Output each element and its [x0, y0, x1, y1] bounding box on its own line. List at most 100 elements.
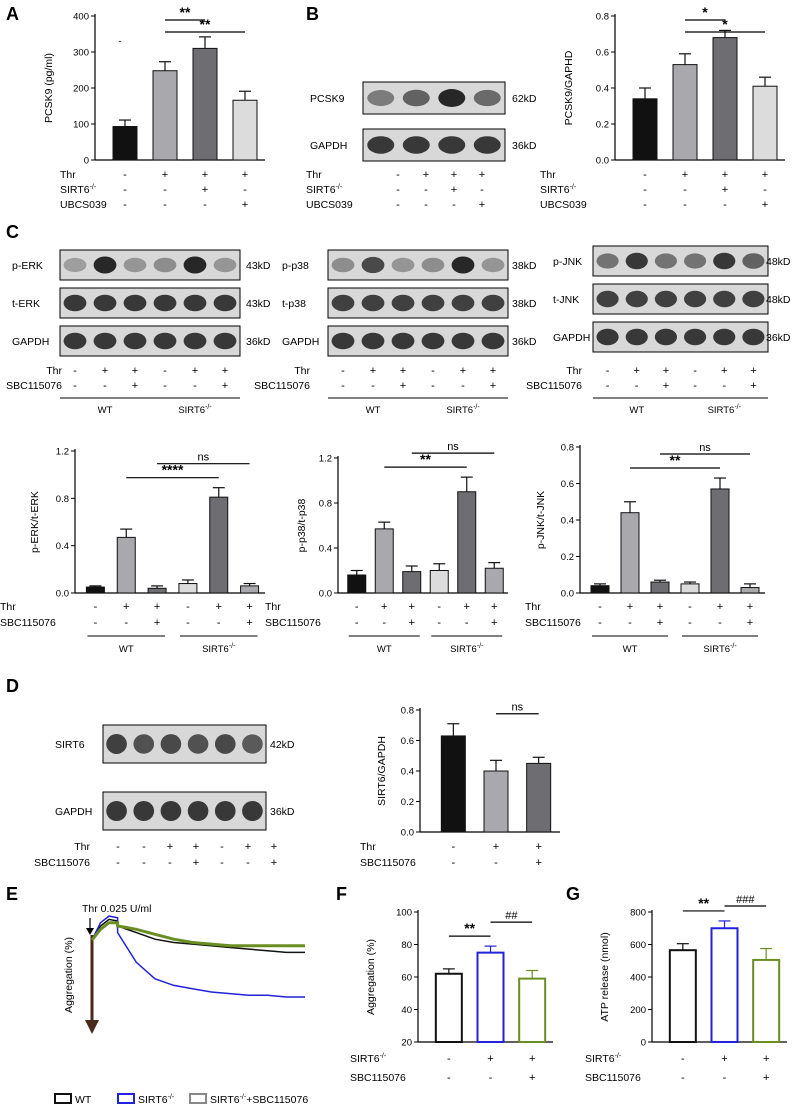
group-label: SIRT6-/-	[708, 404, 742, 416]
blot-strip	[592, 283, 769, 315]
condition-sign: -	[220, 841, 224, 853]
y-tick-label: 1.2	[56, 447, 69, 458]
blot-size-label: 42kD	[270, 739, 295, 751]
condition-sign: -	[722, 380, 726, 392]
condition-label: Thr	[566, 365, 582, 377]
condition-sign: +	[370, 365, 376, 377]
y-tick-label: 0.0	[319, 589, 332, 600]
y-tick-label: 0.4	[596, 84, 609, 95]
blot-row-label: GAPDH	[310, 140, 347, 152]
blot-band	[133, 734, 155, 754]
condition-sign: -	[451, 857, 455, 869]
blot-band	[361, 256, 385, 274]
blot-band	[361, 294, 385, 312]
blot-band	[213, 294, 237, 312]
blot-band	[187, 734, 209, 754]
bar	[434, 972, 463, 1043]
condition-sign: +	[663, 380, 669, 392]
blot-band	[684, 290, 707, 308]
bar	[668, 949, 697, 1043]
bar	[672, 64, 698, 161]
bar	[484, 567, 504, 594]
bar	[240, 585, 260, 594]
condition-sign: -	[598, 617, 602, 629]
blot-band	[713, 328, 736, 346]
condition-sign: -	[683, 199, 687, 211]
condition-sign: +	[627, 601, 633, 613]
blot-band	[93, 332, 117, 350]
condition-sign: -	[123, 169, 127, 181]
condition-sign: -	[424, 199, 428, 211]
condition-sign: +	[167, 841, 173, 853]
sig-label: ns	[447, 441, 459, 453]
legend-swatch	[117, 1093, 135, 1104]
chart-d: 0.0 0.2 0.4 0.6 0.8 SIRT6/GAPDH ns Thr - + + SBC115…	[360, 702, 560, 869]
blot-size-label: 36kD	[512, 336, 537, 348]
bar	[710, 488, 730, 594]
condition-sign: -	[142, 841, 146, 853]
chart-g: 0 200 400 600 800 ATP release (nmol) ** ### SIRT…	[585, 894, 787, 1084]
blot-band	[183, 294, 207, 312]
blot-row-label: t-JNK	[553, 294, 579, 306]
condition-sign: -	[123, 199, 127, 211]
condition-label: Thr	[360, 841, 376, 853]
blot-band	[654, 253, 678, 269]
western-blot-d: SIRT6 42kD GAPDH 36kD	[55, 724, 295, 831]
condition-sign: -	[480, 184, 484, 196]
condition-label: UBCS039	[306, 199, 353, 211]
blot-band	[213, 257, 237, 273]
bar	[590, 585, 610, 594]
group-label: SIRT6-/-	[450, 643, 484, 655]
condition-sign: -	[688, 601, 692, 613]
condition-sign: +	[193, 857, 199, 869]
blot-size-label: 36kD	[270, 806, 295, 818]
trace-line	[91, 915, 305, 998]
chart-a: 0 100 200 300 400 PCSK9 (pg/ml) ** ** - Thr - + + + SI…	[43, 4, 265, 211]
condition-sign: +	[722, 169, 728, 181]
y-tick-label: 0.0	[561, 589, 574, 600]
bar	[440, 735, 466, 833]
blot-band	[742, 290, 765, 308]
blot-strip	[102, 791, 267, 831]
group-label: SIRT6-/-	[178, 404, 212, 416]
y-tick-label: 0.0	[596, 156, 609, 167]
condition-label: Thr	[60, 169, 76, 181]
y-tick-label: 200	[73, 84, 89, 95]
blot-band	[473, 89, 501, 107]
bar	[209, 496, 229, 594]
condition-sign: -	[461, 380, 465, 392]
blot-strip	[592, 245, 769, 277]
condition-sign: +	[464, 601, 470, 613]
condition-sign: +	[123, 601, 129, 613]
stray-mark: -	[118, 36, 121, 47]
chart-c3: 0.0 0.2 0.4 0.6 0.8 p-JNK/t-JNK ** ns Thr - + + - + + S…	[525, 442, 765, 655]
condition-sign: -	[447, 1053, 451, 1065]
western-blot-c1: p-ERK 43kD t-ERK 43kD GAPDH 36kD	[12, 249, 271, 357]
panel-letter-g: G	[566, 884, 580, 904]
condition-sign: +	[493, 841, 499, 853]
blot-size-label: 36kD	[246, 336, 271, 348]
bar	[116, 536, 136, 594]
condition-sign: -	[94, 617, 98, 629]
y-tick-label: 0.2	[596, 120, 609, 131]
condition-sign: +	[479, 169, 485, 181]
y-tick-label: 400	[73, 12, 89, 23]
condition-sign: +	[487, 1053, 493, 1065]
blot-band	[187, 800, 209, 822]
condition-sign: +	[535, 857, 541, 869]
y-tick-label: 0.6	[596, 48, 609, 59]
condition-sign: +	[717, 601, 723, 613]
chart-f: 20 40 60 80 100 Aggregation (%) ** ## SIRT6-/- - +…	[350, 908, 553, 1084]
y-tick-label: 0.2	[401, 797, 414, 808]
bar	[526, 762, 552, 833]
condition-sign: +	[722, 184, 728, 196]
blot-band	[361, 332, 385, 350]
condition-sign: +	[747, 601, 753, 613]
condition-sign: -	[186, 601, 190, 613]
blot-band	[596, 290, 619, 308]
condition-sign: +	[750, 380, 756, 392]
blot-size-label: 43kD	[246, 260, 271, 272]
bar	[178, 583, 198, 594]
y-axis-label: SIRT6/GAPDH	[376, 736, 388, 806]
blot-band	[451, 294, 475, 312]
